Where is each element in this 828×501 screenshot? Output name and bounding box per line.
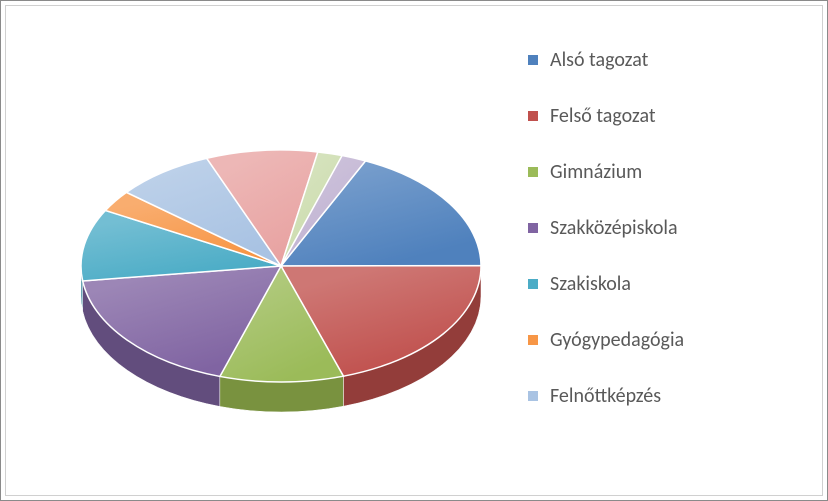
legend-label: Szakközépiskola (550, 216, 678, 240)
legend-item: Gimnázium (526, 148, 684, 196)
legend-swatch-icon (526, 333, 540, 347)
legend-swatch-icon (526, 53, 540, 67)
pie-chart-container (6, 6, 516, 495)
legend-item: Felső tagozat (526, 92, 684, 140)
legend-label: Felső tagozat (550, 104, 656, 128)
legend: Alsó tagozat Felső tagozat Gimnázium Szakkö… (526, 36, 684, 420)
legend-item: Szakiskola (526, 260, 684, 308)
legend-swatch-icon (526, 165, 540, 179)
legend-swatch-icon (526, 109, 540, 123)
legend-label: Alsó tagozat (550, 48, 648, 72)
pie-chart (36, 46, 526, 446)
legend-swatch-icon (526, 389, 540, 403)
legend-label: Szakiskola (550, 272, 631, 296)
legend-item: Felnőttképzés (526, 372, 684, 420)
legend-item: Alsó tagozat (526, 36, 684, 84)
legend-label: Gyógypedagógia (550, 328, 684, 352)
legend-swatch-icon (526, 277, 540, 291)
legend-swatch-icon (526, 221, 540, 235)
chart-inner-frame: Alsó tagozat Felső tagozat Gimnázium Szakkö… (5, 5, 823, 496)
legend-label: Gimnázium (550, 160, 642, 184)
legend-item: Gyógypedagógia (526, 316, 684, 364)
legend-item: Szakközépiskola (526, 204, 684, 252)
chart-frame: Alsó tagozat Felső tagozat Gimnázium Szakkö… (0, 0, 828, 501)
legend-label: Felnőttképzés (550, 384, 661, 408)
